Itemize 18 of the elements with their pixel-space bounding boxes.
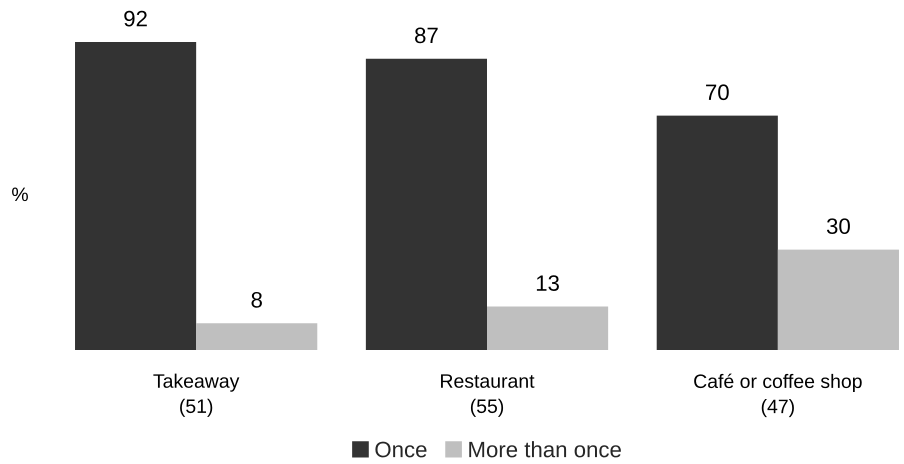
x-tick-label: Café or coffee shop (47): [694, 374, 862, 418]
data-label: 87: [415, 28, 438, 44]
x-tick-label: Takeaway (51): [153, 374, 240, 417]
bar: [778, 250, 899, 350]
data-label: 92: [124, 10, 147, 26]
bar: [75, 42, 196, 350]
data-label: 8: [252, 292, 262, 308]
data-label: 70: [706, 84, 729, 100]
legend-label: More than once: [469, 441, 621, 458]
legend-label: Once: [375, 442, 426, 458]
bar: [196, 323, 318, 350]
data-label: 30: [826, 218, 850, 234]
bar: [487, 306, 608, 350]
data-label: 13: [536, 275, 559, 291]
x-tick-label: Restaurant (55): [441, 374, 534, 417]
y-axis-title: %: [12, 188, 28, 202]
bar: [656, 116, 778, 350]
bar: [366, 58, 487, 350]
